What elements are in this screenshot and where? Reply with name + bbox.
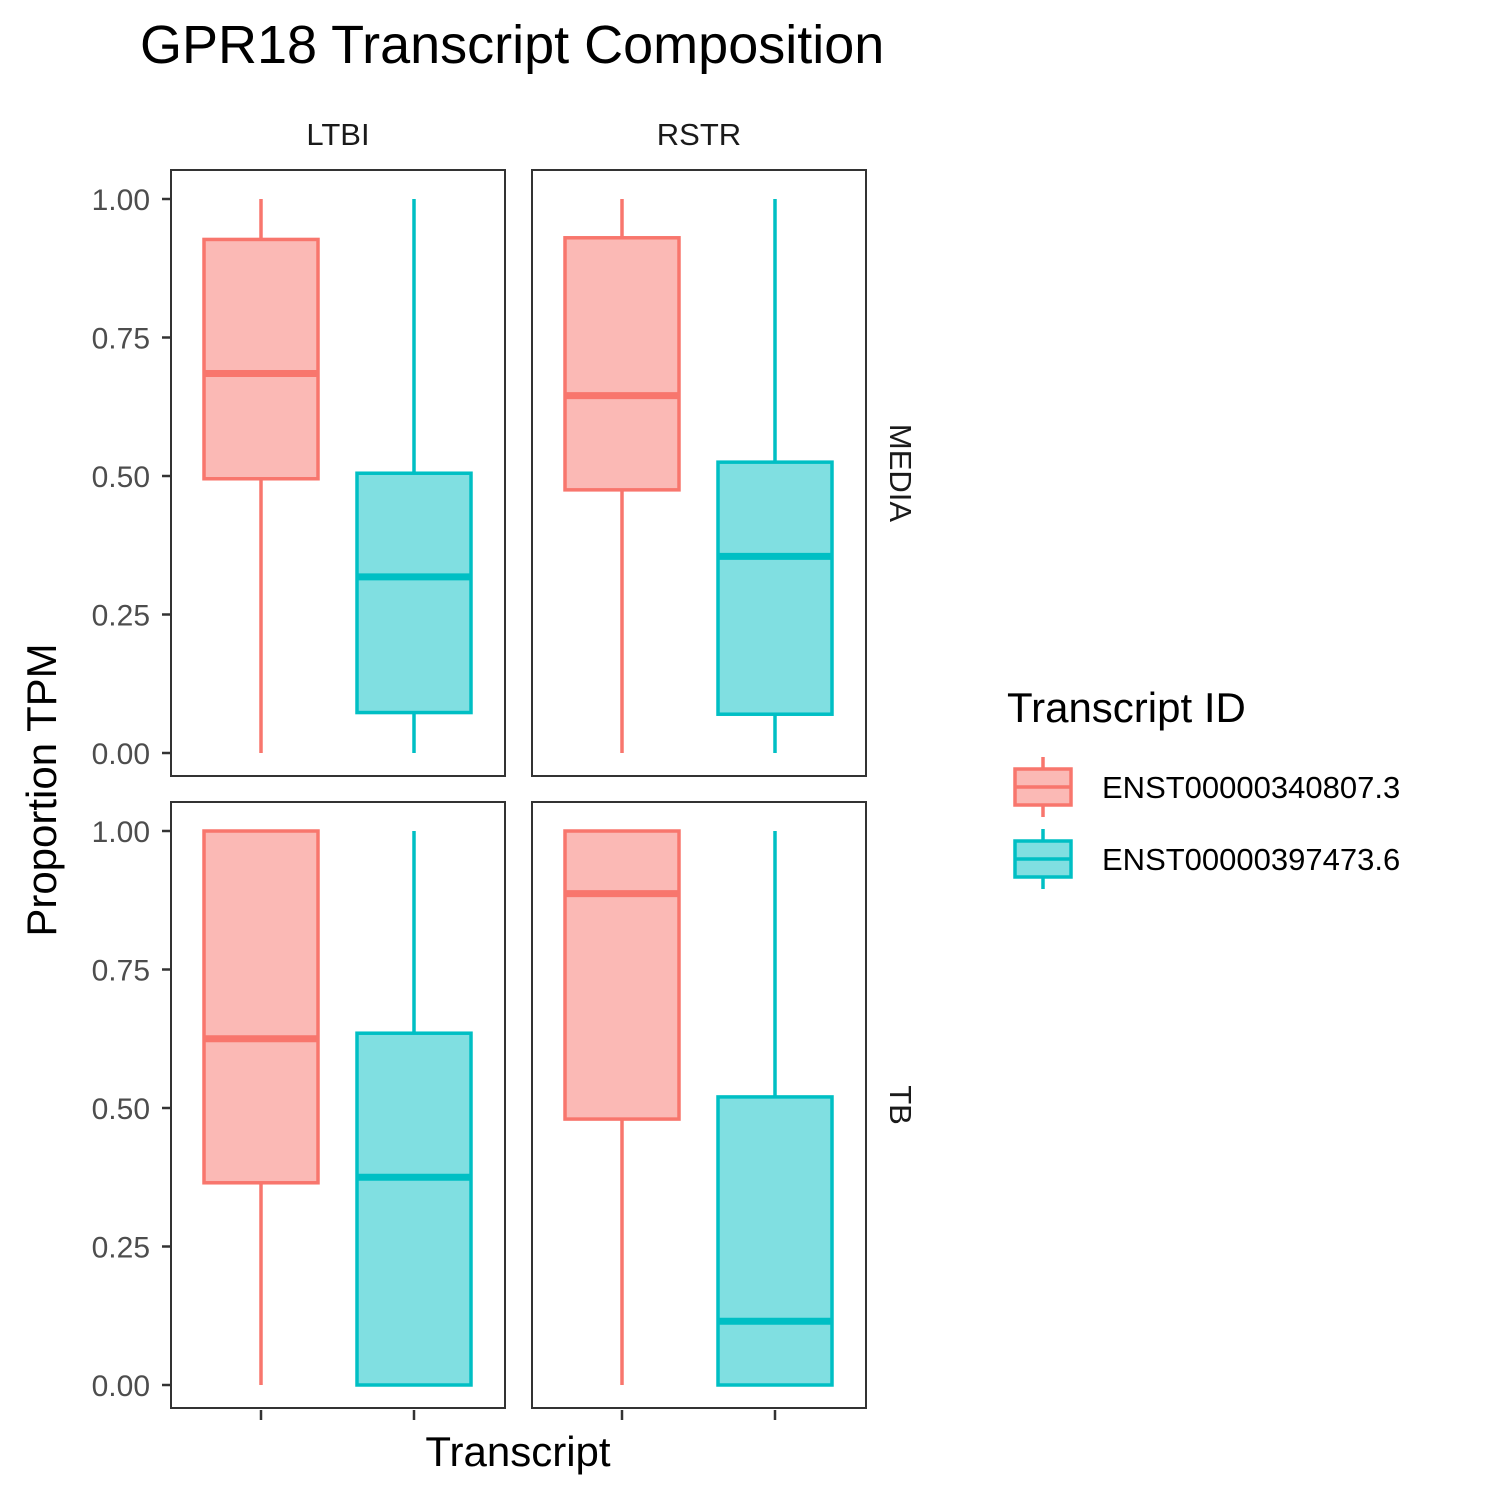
- legend: Transcript ID ENST00000340807.3 ENST00000…: [1007, 684, 1400, 889]
- box-ENST00000397473.6: [355, 831, 473, 1387]
- box-ENST00000340807.3: [563, 829, 681, 1385]
- strip-label-tb: TB: [883, 1085, 918, 1125]
- box-ENST00000397473.6: [716, 831, 834, 1387]
- box-ENST00000340807.3: [202, 199, 320, 753]
- strip-label-rstr: RSTR: [657, 117, 741, 152]
- legend-item: ENST00000397473.6: [1013, 829, 1400, 889]
- box-body: [202, 829, 320, 1185]
- y-tick-label: 1.00: [92, 816, 150, 849]
- y-tick-label: 0.25: [92, 600, 150, 633]
- strip-label-ltbi: LTBI: [306, 117, 369, 152]
- y-tick-label: 0.00: [92, 1370, 150, 1403]
- y-tick-label: 0.25: [92, 1232, 150, 1265]
- y-tick-label: 0.50: [92, 1093, 150, 1126]
- legend-label: ENST00000397473.6: [1102, 842, 1400, 877]
- box-ENST00000397473.6: [355, 199, 473, 753]
- y-tick-label: 0.00: [92, 738, 150, 771]
- legend-label: ENST00000340807.3: [1102, 770, 1400, 805]
- box-ENST00000340807.3: [202, 829, 320, 1385]
- box-body: [355, 1031, 473, 1387]
- box-ENST00000340807.3: [563, 199, 681, 753]
- y-tick-label: 0.75: [92, 955, 150, 988]
- legend-item: ENST00000340807.3: [1013, 757, 1400, 817]
- y-tick-label: 0.50: [92, 461, 150, 494]
- y-tick-label: 1.00: [92, 184, 150, 217]
- box-body: [202, 237, 320, 481]
- x-axis-title: Transcript: [425, 1428, 610, 1475]
- box-body: [355, 471, 473, 715]
- chart-title: GPR18 Transcript Composition: [140, 15, 884, 75]
- box-body: [563, 829, 681, 1121]
- legend-title: Transcript ID: [1007, 684, 1246, 731]
- facet-panels: LTBI RSTR MEDIA TB 0.00 0.25 0.50 0.75 1.00 0.00 0…: [92, 117, 918, 1420]
- box-body: [716, 460, 834, 716]
- box-body: [563, 236, 681, 492]
- box-body: [716, 1095, 834, 1387]
- strip-label-media: MEDIA: [883, 424, 918, 523]
- box-ENST00000397473.6: [716, 199, 834, 753]
- y-tick-label: 0.75: [92, 323, 150, 356]
- y-axis-title: Proportion TPM: [18, 643, 65, 936]
